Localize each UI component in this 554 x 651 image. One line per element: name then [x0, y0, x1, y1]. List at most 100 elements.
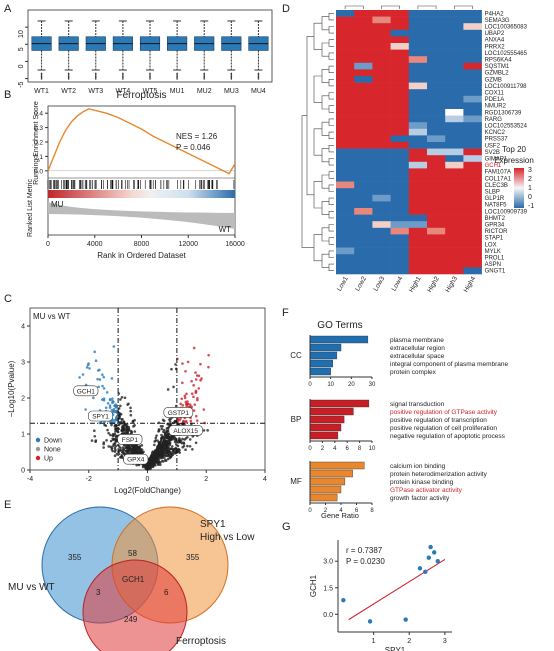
panel-a-box-wt4: [112, 20, 133, 80]
panel-c-legend-dot: [35, 455, 41, 461]
dendro-branch: [321, 227, 329, 242]
heatmap-cell: [427, 43, 446, 50]
heatmap-cell: [427, 208, 446, 215]
heatmap-cell: [445, 254, 464, 262]
heatmap-cell: [408, 16, 428, 24]
panel-b-es-curve: [47, 108, 236, 175]
panel-d-column-label: Low3: [372, 275, 386, 292]
panel-letter-d: D: [282, 3, 290, 15]
heatmap-cell: [372, 208, 391, 215]
heatmap-cell: [336, 201, 355, 209]
panel-c-gene-box: [88, 410, 114, 422]
panel-f-bar: [309, 415, 345, 424]
volcano-point: [118, 414, 121, 418]
panel-d-legend-tick: 2: [528, 176, 532, 183]
heatmap-cell: [336, 267, 355, 275]
heatmap-cell: [463, 56, 482, 64]
heatmap-cell: [408, 95, 428, 103]
heatmap-cell: [445, 69, 464, 77]
volcano-point: [149, 460, 152, 464]
panel-e-count-spy1-ferro: 6: [164, 588, 169, 597]
volcano-point: [168, 420, 172, 423]
volcano-point: [127, 402, 130, 406]
heatmap-cell: [463, 69, 482, 77]
volcano-point: [115, 452, 119, 456]
heatmap-cell: [445, 267, 464, 275]
heatmap-cell: [354, 148, 373, 156]
heatmap-cell: [408, 247, 428, 255]
heatmap-cell: [408, 181, 428, 189]
heatmap-cell: [372, 267, 391, 275]
volcano-point: [190, 392, 194, 396]
volcano-point: [160, 443, 163, 447]
panel-d-gene-label: SV2B: [485, 150, 500, 156]
panel-d-column-label: High1: [408, 275, 423, 294]
volcano-point: [159, 449, 163, 453]
panel-c-ytick-label: 2: [21, 396, 25, 403]
volcano-point: [94, 359, 98, 363]
volcano-point: [172, 449, 175, 453]
panel-f-term-label: GTPase activator activity: [390, 487, 463, 494]
panel-a-box-mu1: [167, 20, 188, 80]
volcano-point: [118, 445, 121, 448]
heatmap-cell: [336, 208, 355, 215]
panel-d-legend-tick: 1: [528, 185, 532, 192]
volcano-point: [192, 384, 195, 387]
heatmap-cell: [445, 109, 464, 116]
panel-f-xtick-label: 6: [346, 446, 350, 452]
volcano-point: [194, 441, 198, 445]
panel-c-xlabel: Log2(FoldChange): [114, 486, 181, 495]
heatmap-cell: [408, 49, 428, 57]
volcano-point: [156, 447, 160, 451]
outlier: [257, 72, 260, 75]
panel-d-gene-label: GLP1R: [485, 196, 505, 202]
heatmap-cell: [408, 142, 428, 149]
heatmap-cell: [408, 135, 428, 143]
panel-d-column-label: Low1: [336, 275, 350, 292]
heatmap-cell: [372, 102, 391, 110]
heatmap-cell: [354, 29, 373, 37]
volcano-point: [188, 444, 192, 448]
volcano-point: [110, 377, 114, 380]
heatmap-cell: [463, 175, 482, 182]
panel-a-ytick-label: -5: [18, 81, 25, 87]
panel-b-nes: NES = 1.26: [176, 132, 218, 141]
dendro-branch: [321, 253, 329, 268]
heatmap-cell: [463, 247, 482, 255]
panel-b-ytick-label: 0.3: [34, 125, 43, 132]
volcano-point: [128, 446, 132, 450]
outlier: [176, 78, 178, 80]
volcano-point: [135, 463, 138, 467]
volcano-point: [149, 465, 152, 469]
panel-f-bar: [309, 477, 346, 486]
heatmap-cell: [354, 227, 373, 235]
heatmap-cell: [390, 122, 410, 130]
panel-a-ytick-label: 5: [18, 47, 25, 51]
volcano-point: [156, 455, 159, 459]
heatmap-cell: [354, 23, 373, 31]
heatmap-cell: [445, 188, 464, 196]
panel-g-ylabel: GCH1: [309, 574, 318, 597]
heatmap-cell: [336, 155, 355, 163]
heatmap-cell: [372, 109, 391, 116]
volcano-point: [113, 446, 117, 450]
panel-d-gene-label: COL17A1: [485, 176, 512, 182]
panel-f-xtick-label: 2: [324, 508, 328, 514]
volcano-point: [104, 406, 108, 409]
volcano-point: [169, 451, 173, 454]
panel-f-term-label: extracellular space: [390, 353, 445, 360]
panel-d-gene-label: RPS6KA4: [485, 58, 513, 64]
panel-d-heatmap: [336, 10, 482, 275]
panel-a-box-wt1: [31, 20, 52, 80]
volcano-point: [156, 461, 160, 464]
heatmap-cell: [445, 95, 464, 103]
dendro-branch: [321, 69, 329, 83]
heatmap-cell: [336, 234, 355, 242]
panel-c-gene-label: ALOX15: [173, 428, 198, 435]
dendro-branch: [321, 148, 329, 163]
heatmap-cell: [463, 62, 482, 70]
heatmap-cell: [372, 49, 391, 57]
panel-c-gene-box: [117, 434, 143, 445]
volcano-point: [102, 441, 106, 444]
outlier: [40, 74, 43, 76]
